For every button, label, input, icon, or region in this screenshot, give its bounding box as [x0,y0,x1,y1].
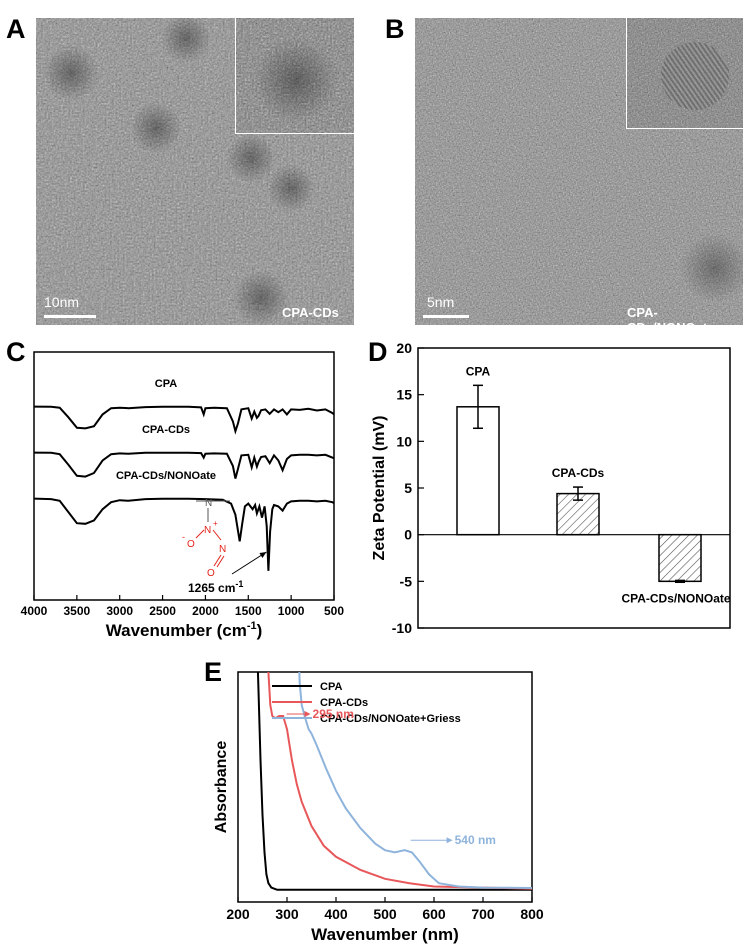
panel-letter-a: A [6,14,26,44]
x-tick-label-4000: 4000 [21,604,48,618]
structure-atom-n-center: N [204,525,211,536]
x-tick-label-1000: 1000 [278,604,305,618]
tem-image-a: 10nm CPA-CDs [36,18,354,325]
series-label-cpa: CPA [155,378,177,390]
series-line-cpa-cds [267,672,532,890]
bar-label-cpa-cds: CPA-CDs [552,466,605,480]
panel-letter-b: B [385,14,405,44]
x-tick-label-3000: 3000 [106,604,133,618]
structure-bond-no-2 [216,555,225,568]
panel-letter-c: C [6,337,26,367]
peak-annotation: 1265 cm-1 [188,579,243,595]
y-tick-label-10: 10 [396,433,412,449]
scalebar-label-b: 5nm [427,294,455,310]
x-tick-label-2500: 2500 [149,604,176,618]
x-axis-label: Wavenumber (cm-1) [106,620,263,640]
peak-arrow [231,551,267,575]
scalebar-label-a: 10nm [44,294,80,310]
series-line-cpa-cds-nonoate [33,497,335,571]
structure-atom-o-1: O [187,539,195,550]
annotation-295-nm: 295 nm [313,707,354,721]
legend-label-cpa-cds-nonoate-griess: CPA-CDs/NONOate+Griess [320,713,461,725]
series-line-cpa [256,672,532,891]
y-tick-label-20: 20 [396,340,412,356]
series-line-cpa-cds [33,451,335,479]
zeta-potential-chart: -10 -5 0 5 10 15 20 Zeta Potential (mV) CPA CPA-C… [371,340,731,636]
structure-atom-o-2: O [207,568,215,579]
uv-vis-chart: 200 300 400 500 600 700 800 Wavenumber (nm) Abso… [213,671,544,944]
x-tick-label-200: 200 [226,906,250,922]
scalebar-a [44,315,96,318]
nonoate-structure: NN+O-NO [182,498,230,579]
y-tick-label-15: 15 [396,387,412,403]
structure-bond-o [195,529,205,539]
panel-letter-e: E [204,657,223,687]
bar-label-cpa: CPA [466,364,491,378]
plot-frame [237,671,533,903]
x-tick-label-1500: 1500 [235,604,262,618]
y-axis-label: Absorbance [213,741,230,834]
x-tick-label-2000: 2000 [192,604,219,618]
y-tick-label-5: 5 [404,480,412,496]
panel-letter-d: D [368,337,388,367]
y-tick-label--10: -10 [392,620,412,636]
peak-arrow-head [259,552,267,558]
sample-label-a: CPA-CDs [282,305,339,320]
structure-bond-no-1 [213,554,222,567]
y-tick-label--5: -5 [400,573,413,589]
structure-bond-n [212,529,222,541]
structure-charge-minus: - [182,532,185,542]
x-tick-label-500: 500 [324,604,344,618]
ftir-chart: 4000 3500 3000 2500 2000 1500 1000 500 Wavenumbe… [21,351,344,640]
sample-label-b: CPA-CDs/NONOate [627,305,714,325]
x-axis-label: Wavenumber (nm) [311,925,459,944]
x-tick-label-500: 500 [373,906,397,922]
y-axis-label: Zeta Potential (mV) [371,416,388,561]
plot-frame [33,351,335,601]
bar-cpa-cds-nonoate [658,533,702,583]
annotation-arrowhead-295-nm [304,711,311,717]
structure-charge-plus: + [213,519,218,528]
x-tick-label-300: 300 [275,906,299,922]
series-label-cpa-cds-nonoate: CPA-CDs/NONOate [116,470,216,482]
series-line-cpa-cds-nonoate-griess [298,672,532,889]
legend-label-cpa-cds: CPA-CDs [320,697,368,709]
series-label-cpa-cds: CPA-CDs [142,424,190,436]
y-tick-label-0: 0 [404,527,412,543]
tem-inset-b [626,18,743,129]
structure-atom-n-nitroso: N [219,544,226,555]
x-tick-label-600: 600 [422,906,446,922]
series-line-cpa [33,405,335,435]
annotation-540-nm: 540 nm [455,833,496,847]
bar-label-cpa-cds-nonoate: CPA-CDs/NONOate [621,591,730,605]
x-tick-label-3500: 3500 [64,604,91,618]
x-tick-label-700: 700 [471,906,495,922]
annotation-arrowhead-540-nm [446,837,453,844]
x-tick-label-800: 800 [520,906,544,922]
x-tick-label-400: 400 [324,906,348,922]
legend-label-cpa: CPA [320,681,342,693]
structure-atom-n-amine: N [205,498,212,509]
tem-image-b: 5nm CPA-CDs/NONOate [415,18,743,325]
scalebar-b [423,315,469,318]
tem-inset-a [235,18,354,134]
